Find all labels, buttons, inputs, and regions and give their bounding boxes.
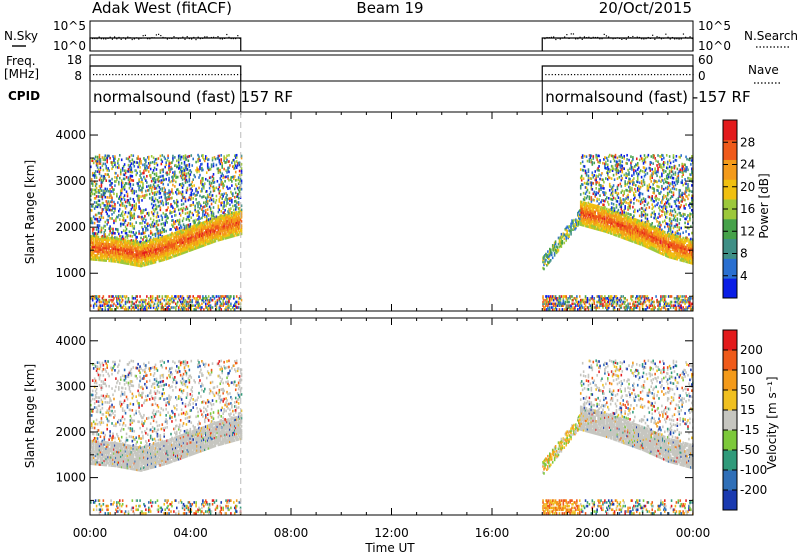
velocity-colorbar: -200 -100 -50 -15 15 50 100 200 Velocity [m s⁻¹… — [722, 329, 779, 511]
nave-tick-bottom: 0 — [698, 69, 706, 83]
power-colorbar: 4 8 12 16 20 24 28 Power [dB] — [722, 119, 771, 299]
cpid-segment-1: normalsound (fast) -157 RF — [545, 88, 750, 106]
pwr-axes-ytick: 4000 — [55, 128, 86, 142]
cpid-strip: CPID normalsound (fast) 157 RF normalsoun… — [8, 81, 751, 112]
freq-tick-bottom: 8 — [74, 69, 82, 83]
xtick: 04:00 — [173, 526, 208, 540]
vel-cbar-tick: 100 — [740, 363, 763, 377]
xtick: 20:00 — [575, 526, 610, 540]
freq-label-line1: Freq. — [6, 54, 36, 68]
xtick: 16:00 — [475, 526, 510, 540]
beam-title: Beam 19 — [356, 0, 423, 17]
vel-cbar-tick: -15 — [740, 423, 760, 437]
vel-axes-ytick: 1000 — [55, 471, 86, 485]
vel-cbar-tick: 200 — [740, 343, 763, 357]
vel-axes-ytick: 3000 — [55, 379, 86, 393]
nsearch-tick-top: 10^5 — [698, 19, 731, 33]
pwr-axes-ytick: 3000 — [55, 174, 86, 188]
nsky-tick-top: 10^5 — [53, 19, 86, 33]
nsky-tick-bottom: 10^0 — [53, 39, 86, 53]
cpid-segment-0: normalsound (fast) 157 RF — [93, 88, 293, 106]
nave-tick-top: 60 — [698, 53, 713, 67]
pwr-cbar-tick: 24 — [740, 158, 755, 172]
xtick: 00:00 — [73, 526, 108, 540]
nsky-strip: N.Sky 10^5 10^0 10^5 10^0 N.Search — [4, 19, 798, 53]
vel-cbar-tick: 15 — [740, 403, 755, 417]
vel-cbar-tick: -50 — [740, 443, 760, 457]
velocity-panel: 1000 2000 3000 4000 Slant Range [km] — [23, 317, 694, 516]
xtick: 08:00 — [274, 526, 309, 540]
velocity-colorbar-label: Velocity [m s⁻¹] — [765, 376, 779, 469]
power-scatter — [90, 153, 694, 311]
vel-cbar-tick: -200 — [740, 483, 767, 497]
vel-cbar-tick: -100 — [740, 463, 767, 477]
velocity-scatter — [90, 359, 694, 515]
pwr-cbar-tick: 4 — [740, 269, 748, 283]
pwr-cbar-tick: 16 — [740, 202, 755, 216]
vel-axes-ytick: 4000 — [55, 334, 86, 348]
xtick: 00:00 — [676, 526, 711, 540]
nsearch-label: N.Search — [744, 29, 798, 43]
xtick: 12:00 — [374, 526, 409, 540]
vel-cbar-tick: 50 — [740, 383, 755, 397]
pwr-cbar-tick: 20 — [740, 180, 755, 194]
xaxis-label: Time UT — [364, 541, 415, 554]
pwr-axes-ytick: 2000 — [55, 220, 86, 234]
power-panel: 1000 2000 3000 4000 Slant Range [km] — [23, 111, 694, 312]
pwr-axes-ytick: 1000 — [55, 266, 86, 280]
freq-strip: Freq. [MHz] 18 8 60 0 Nave — [4, 53, 780, 84]
freq-label-line2: [MHz] — [4, 67, 39, 81]
date-title: 20/Oct/2015 — [599, 0, 692, 17]
power-colorbar-label: Power [dB] — [757, 173, 771, 238]
pwr-cbar-tick: 28 — [740, 135, 755, 149]
time-axis: 00:00 04:00 08:00 12:00 16:00 20:00 00:00 — [73, 526, 711, 540]
nsky-label: N.Sky — [4, 29, 38, 43]
cpid-label: CPID — [8, 89, 40, 103]
freq-tick-top: 18 — [67, 53, 82, 67]
pwr-cbar-tick: 8 — [740, 247, 748, 261]
power-ylabel: Slant Range [km] — [23, 160, 37, 264]
station-title: Adak West (fitACF) — [92, 0, 232, 17]
nave-label: Nave — [748, 63, 779, 77]
nsearch-tick-bottom: 10^0 — [698, 39, 731, 53]
velocity-ylabel: Slant Range [km] — [23, 364, 37, 468]
vel-axes-ytick: 2000 — [55, 425, 86, 439]
pwr-cbar-tick: 12 — [740, 224, 755, 238]
